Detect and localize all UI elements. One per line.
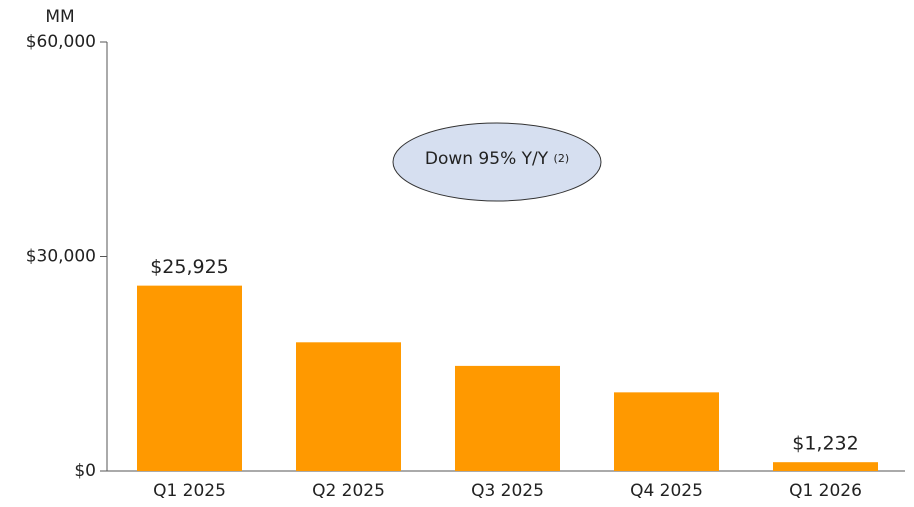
y-tick-label: $30,000 (26, 247, 96, 267)
bar (455, 365, 560, 471)
y-unit: MM (45, 7, 74, 27)
annotation-bubble (392, 122, 602, 202)
y-tick-label: $60,000 (26, 32, 96, 52)
bar (137, 285, 242, 471)
bar (614, 392, 719, 471)
annotation: Down 95% Y/Y (2) (425, 149, 569, 169)
x-tick-label: Q2 2025 (312, 481, 385, 501)
bar (296, 342, 401, 471)
x-tick-label: Q1 2025 (153, 481, 226, 501)
y-tick-label: $0 (74, 461, 96, 481)
annotation-text: Down 95% Y/Y (425, 149, 549, 169)
value-label: $1,232 (792, 433, 858, 455)
bar (773, 462, 878, 471)
annotation-note: (2) (554, 152, 570, 165)
x-tick-label: Q1 2026 (789, 481, 862, 501)
x-tick-label: Q4 2025 (630, 481, 703, 501)
value-label: $25,925 (150, 256, 229, 278)
x-tick-label: Q3 2025 (471, 481, 544, 501)
